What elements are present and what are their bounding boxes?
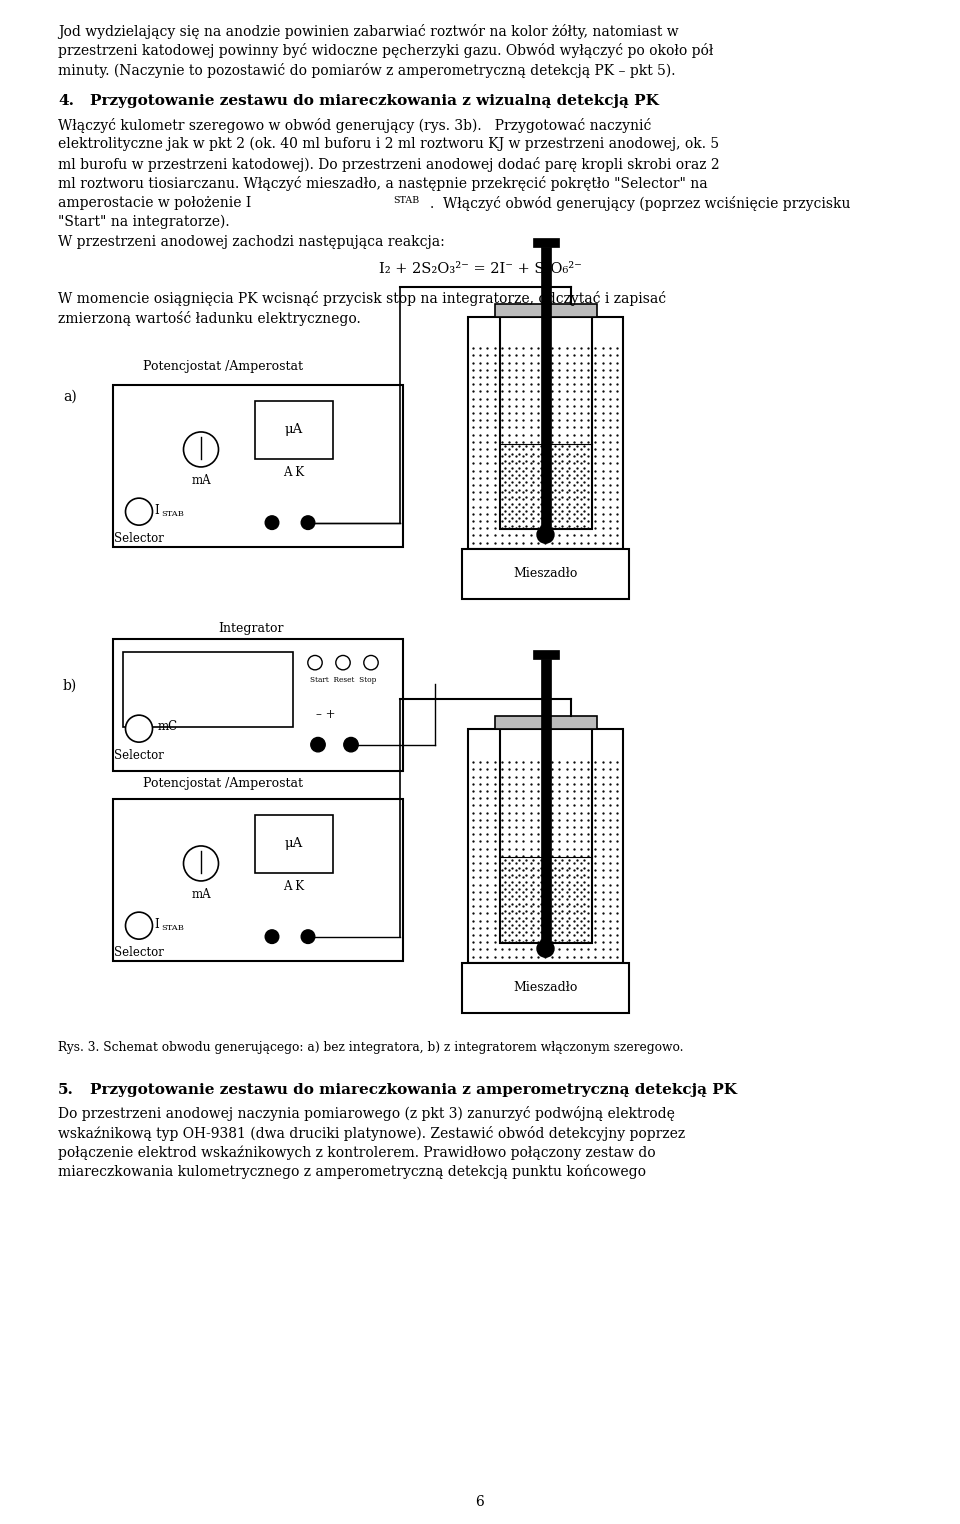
Text: Mieszadło: Mieszadło bbox=[514, 981, 578, 994]
Text: ml roztworu tiosiarczanu. Włączyć mieszadło, a następnie przekręcić pokrętło "Se: ml roztworu tiosiarczanu. Włączyć miesza… bbox=[58, 177, 708, 190]
Circle shape bbox=[265, 930, 278, 943]
Circle shape bbox=[336, 655, 350, 671]
Text: A K: A K bbox=[283, 466, 304, 479]
Text: 4.: 4. bbox=[58, 94, 74, 108]
Text: 5.: 5. bbox=[58, 1082, 74, 1097]
Text: STAB: STAB bbox=[161, 511, 184, 518]
Text: a): a) bbox=[63, 390, 77, 404]
Text: połączenie elektrod wskaźnikowych z kontrolerem. Prawidłowo połączony zestaw do: połączenie elektrod wskaźnikowych z kont… bbox=[58, 1145, 656, 1160]
Text: Integrator: Integrator bbox=[218, 622, 283, 634]
Circle shape bbox=[183, 431, 219, 466]
Text: ml burofu w przestrzeni katodowej). Do przestrzeni anodowej dodać parę kropli sk: ml burofu w przestrzeni katodowej). Do p… bbox=[58, 157, 720, 172]
Bar bbox=[468, 728, 623, 963]
Text: Selector: Selector bbox=[114, 946, 164, 959]
Bar bbox=[255, 815, 333, 873]
Text: .  Włączyć obwód generujący (poprzez wciśnięcie przycisku: . Włączyć obwód generujący (poprzez wciś… bbox=[430, 195, 851, 210]
Bar bbox=[540, 658, 550, 945]
Text: Włączyć kulometr szeregowo w obwód generujący (rys. 3b).   Przygotować naczynić: Włączyć kulometr szeregowo w obwód gener… bbox=[58, 117, 652, 133]
Text: minuty. (Naczynie to pozostawić do pomiarów z amperometryczną detekcją PK – pkt : minuty. (Naczynie to pozostawić do pomia… bbox=[58, 62, 676, 78]
Bar bbox=[468, 317, 623, 549]
Bar bbox=[499, 317, 591, 529]
Circle shape bbox=[126, 715, 153, 742]
Circle shape bbox=[126, 498, 153, 526]
Bar bbox=[533, 238, 559, 247]
Text: I: I bbox=[155, 503, 159, 517]
Circle shape bbox=[301, 515, 315, 529]
Bar bbox=[533, 649, 559, 658]
Bar bbox=[462, 963, 629, 1012]
Text: Do przestrzeni anodowej naczynia pomiarowego (z pkt 3) zanurzyć podwójną elektro: Do przestrzeni anodowej naczynia pomiaro… bbox=[58, 1106, 675, 1122]
Bar bbox=[462, 549, 629, 599]
Text: Potencjostat /Amperostat: Potencjostat /Amperostat bbox=[143, 360, 303, 373]
Text: W momencie osiągnięcia PK wcisnąć przycisk stop na integratorze, odczytać i zapi: W momencie osiągnięcia PK wcisnąć przyci… bbox=[58, 291, 666, 306]
Bar bbox=[113, 639, 403, 771]
Bar bbox=[499, 728, 591, 943]
Text: Przygotowanie zestawu do miareczkowania z amperometryczną detekcją PK: Przygotowanie zestawu do miareczkowania … bbox=[90, 1082, 737, 1097]
Circle shape bbox=[265, 515, 278, 529]
Text: I: I bbox=[155, 917, 159, 931]
Text: "Start" na integratorze).: "Start" na integratorze). bbox=[58, 215, 229, 230]
Text: 6: 6 bbox=[475, 1495, 485, 1509]
Circle shape bbox=[183, 846, 219, 881]
Circle shape bbox=[311, 738, 325, 751]
Circle shape bbox=[537, 940, 554, 957]
Text: Jod wydzielający się na anodzie powinien zabarwiać roztwór na kolor żółty, natom: Jod wydzielający się na anodzie powinien… bbox=[58, 24, 679, 40]
Bar bbox=[113, 799, 403, 960]
Circle shape bbox=[364, 655, 378, 671]
Text: miareczkowania kulometrycznego z amperometryczną detekcją punktu końcowego: miareczkowania kulometrycznego z amperom… bbox=[58, 1164, 646, 1180]
Text: Przygotowanie zestawu do miareczkowania z wizualną detekcją PK: Przygotowanie zestawu do miareczkowania … bbox=[90, 94, 659, 108]
Text: Mieszadło: Mieszadło bbox=[514, 567, 578, 581]
Bar bbox=[494, 716, 596, 728]
Text: I₂ + 2S₂O₃²⁻ = 2I⁻ + S₄O₆²⁻: I₂ + 2S₂O₃²⁻ = 2I⁻ + S₄O₆²⁻ bbox=[378, 262, 582, 276]
Text: zmierzoną wartość ładunku elektrycznego.: zmierzoną wartość ładunku elektrycznego. bbox=[58, 311, 361, 326]
Bar bbox=[113, 384, 403, 547]
Text: STAB: STAB bbox=[161, 924, 184, 933]
Text: Potencjostat /Amperostat: Potencjostat /Amperostat bbox=[143, 777, 303, 789]
Text: elektrolityczne jak w pkt 2 (ok. 40 ml buforu i 2 ml roztworu KJ w przestrzeni a: elektrolityczne jak w pkt 2 (ok. 40 ml b… bbox=[58, 137, 719, 151]
Bar bbox=[540, 247, 550, 530]
Text: b): b) bbox=[63, 678, 77, 692]
Text: μA: μA bbox=[285, 837, 303, 850]
Bar bbox=[255, 401, 333, 459]
Text: – +: – + bbox=[316, 709, 335, 721]
Text: przestrzeni katodowej powinny być widoczne pęcherzyki gazu. Obwód wyłączyć po ok: przestrzeni katodowej powinny być widocz… bbox=[58, 44, 713, 58]
Circle shape bbox=[344, 738, 358, 751]
Bar bbox=[123, 652, 293, 727]
Text: mA: mA bbox=[191, 888, 211, 901]
Text: wskaźnikową typ OH-9381 (dwa druciki platynowe). Zestawić obwód detekcyjny poprz: wskaźnikową typ OH-9381 (dwa druciki pla… bbox=[58, 1126, 685, 1140]
Text: A K: A K bbox=[283, 879, 304, 893]
Text: amperostacie w położenie I: amperostacie w położenie I bbox=[58, 195, 252, 210]
Text: μA: μA bbox=[285, 424, 303, 436]
Circle shape bbox=[126, 913, 153, 939]
Circle shape bbox=[537, 526, 554, 543]
Circle shape bbox=[301, 930, 315, 943]
Circle shape bbox=[308, 655, 323, 671]
Text: STAB: STAB bbox=[394, 195, 420, 204]
Bar bbox=[494, 303, 596, 317]
Text: W przestrzeni anodowej zachodzi następująca reakcja:: W przestrzeni anodowej zachodzi następuj… bbox=[58, 235, 444, 248]
Text: mA: mA bbox=[191, 474, 211, 488]
Text: mC: mC bbox=[157, 721, 178, 733]
Text: Start  Reset  Stop: Start Reset Stop bbox=[310, 675, 376, 684]
Text: Selector: Selector bbox=[114, 750, 164, 762]
Text: Rys. 3. Schemat obwodu generującego: a) bez integratora, b) z integratorem włącz: Rys. 3. Schemat obwodu generującego: a) … bbox=[58, 1041, 684, 1053]
Text: Selector: Selector bbox=[114, 532, 164, 546]
